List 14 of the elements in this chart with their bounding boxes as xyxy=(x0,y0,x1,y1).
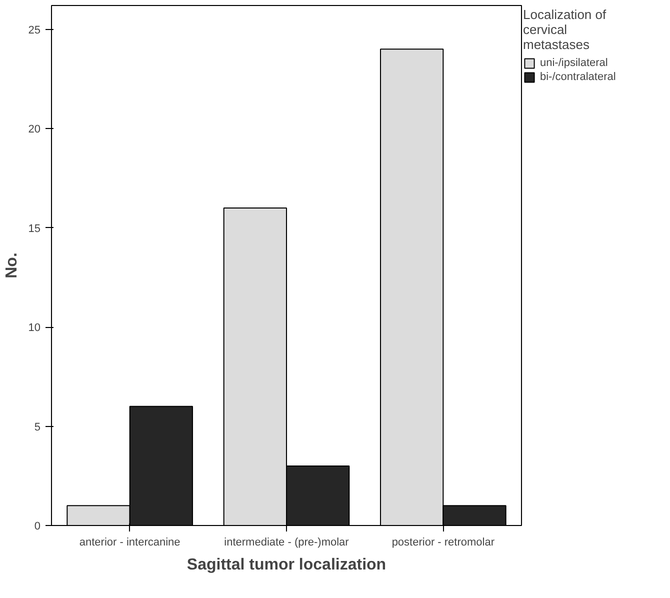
legend-title: Localization of cervical metastases xyxy=(523,7,608,52)
y-tick-label: 25 xyxy=(28,24,41,36)
y-tick-label: 20 xyxy=(28,124,41,136)
y-tick-label: 15 xyxy=(28,222,41,235)
y-tick-label: 5 xyxy=(34,421,41,434)
x-axis-title: Sagittal tumor localization xyxy=(186,556,386,574)
x-tick-label: intermediate - (pre-)molar xyxy=(224,536,350,548)
y-tick-label: 0 xyxy=(34,520,41,532)
x-tick-label: anterior - intercanine xyxy=(79,536,180,548)
legend-label: bi-/contralateral xyxy=(540,71,616,83)
x-tick-label: posterior - retromolar xyxy=(392,536,495,548)
y-tick-label: 10 xyxy=(28,322,41,334)
y-axis-title: No. xyxy=(3,252,20,278)
legend-label: uni-/ipsilateral xyxy=(540,57,608,69)
